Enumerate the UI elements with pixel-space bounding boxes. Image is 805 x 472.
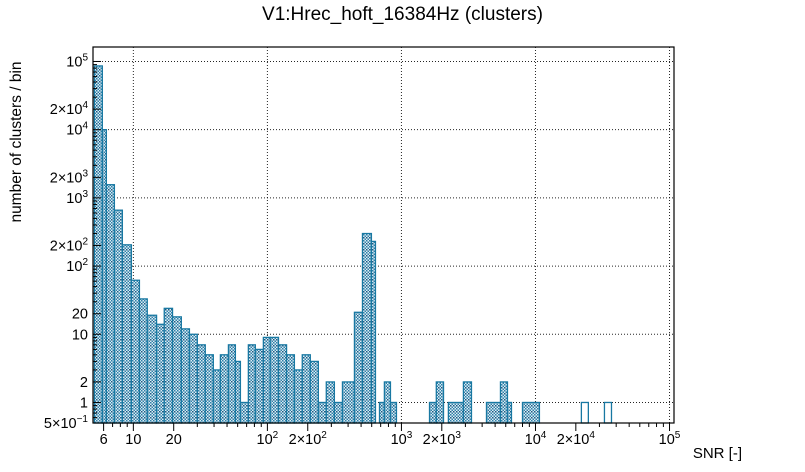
- histogram-bar: [428, 401, 437, 424]
- histogram-bar: [485, 401, 502, 424]
- histogram-bar: [138, 298, 148, 424]
- histogram-bar: [285, 354, 296, 424]
- y-axis-title: number of clusters / bin: [8, 61, 25, 223]
- y-tick-label: 102: [66, 257, 88, 275]
- histogram-bar: [105, 184, 116, 424]
- y-tick-label: 2: [80, 375, 88, 391]
- histogram-bar: [247, 344, 256, 424]
- histogram-bar: [155, 323, 165, 424]
- histogram-bar: [521, 401, 541, 424]
- y-tick-label: 10: [72, 327, 88, 343]
- histogram-bar: [383, 381, 392, 424]
- histogram-bar: [239, 401, 250, 424]
- histogram-bar: [130, 279, 141, 424]
- histogram-bar: [121, 244, 132, 424]
- x-tick-label: 105: [659, 430, 681, 448]
- x-tick-label: 104: [525, 430, 547, 448]
- histogram-bar: [204, 354, 214, 424]
- histogram-bar: [269, 336, 280, 424]
- histogram-bar: [353, 311, 364, 424]
- y-tick-label: 103: [66, 189, 88, 207]
- histogram-bar: [462, 381, 473, 424]
- y-tick-label: 5×10−1: [44, 414, 89, 432]
- histogram-bar: [378, 401, 386, 424]
- histogram-bar: [389, 401, 398, 424]
- chart-title: V1:Hrec_hoft_16384Hz (clusters): [262, 4, 543, 25]
- histogram-bar: [146, 314, 158, 424]
- histogram-bar: [447, 401, 465, 424]
- y-tick-label: 2×102: [50, 237, 89, 255]
- histogram-bar: [580, 401, 590, 424]
- histogram-bar: [341, 381, 356, 424]
- histogram-bar: [227, 344, 237, 424]
- x-tick-label: 10: [125, 432, 141, 448]
- x-tick-label: 2×102: [289, 430, 328, 448]
- histogram-bar: [171, 316, 182, 424]
- histogram-bar: [435, 381, 445, 424]
- histogram-bar: [254, 348, 265, 424]
- histogram-bar: [309, 360, 320, 424]
- y-tick-label: 104: [66, 121, 88, 139]
- x-tick-label: 6: [100, 432, 108, 448]
- y-tick-label: 2×104: [50, 100, 89, 118]
- x-tick-label: 20: [166, 432, 182, 448]
- histogram-bar: [506, 401, 513, 424]
- histogram-bar: [234, 360, 242, 424]
- histogram-bar: [361, 232, 373, 424]
- y-tick-label: 20: [72, 307, 88, 323]
- histogram-bar: [163, 307, 174, 424]
- histogram-bar: [325, 381, 336, 424]
- histogram-bar: [212, 369, 222, 424]
- histogram-bar: [301, 354, 311, 424]
- histogram-bar: [277, 344, 288, 424]
- histogram-bar: [188, 333, 198, 424]
- histogram-bar: [196, 344, 206, 424]
- plot-frame: [92, 46, 675, 424]
- x-tick-label: 102: [257, 430, 279, 448]
- x-tick-label: 2×104: [557, 430, 596, 448]
- histogram-bar: [603, 401, 613, 424]
- tick-labels: 6 10 20 102 2×102 103 2×103 104 2×104 1051052×104…: [44, 52, 681, 448]
- histogram-bar: [293, 369, 303, 424]
- histogram-bar: [499, 381, 509, 424]
- histogram-bar: [317, 401, 327, 424]
- histogram-bar: [370, 240, 377, 424]
- x-tick-label: 103: [391, 430, 413, 448]
- histogram-bar: [333, 401, 344, 424]
- y-tick-label: 105: [66, 52, 88, 70]
- y-tick-label: 1: [80, 395, 88, 411]
- histogram-bar: [219, 354, 230, 424]
- histogram-bars: [93, 65, 613, 424]
- y-tick-label: 2×103: [50, 168, 89, 186]
- histogram-bar: [180, 328, 191, 424]
- histogram-bar: [262, 336, 271, 424]
- x-tick-label: 2×103: [423, 430, 462, 448]
- histogram-bar: [113, 209, 124, 424]
- x-axis-title: SNR [-]: [692, 445, 742, 462]
